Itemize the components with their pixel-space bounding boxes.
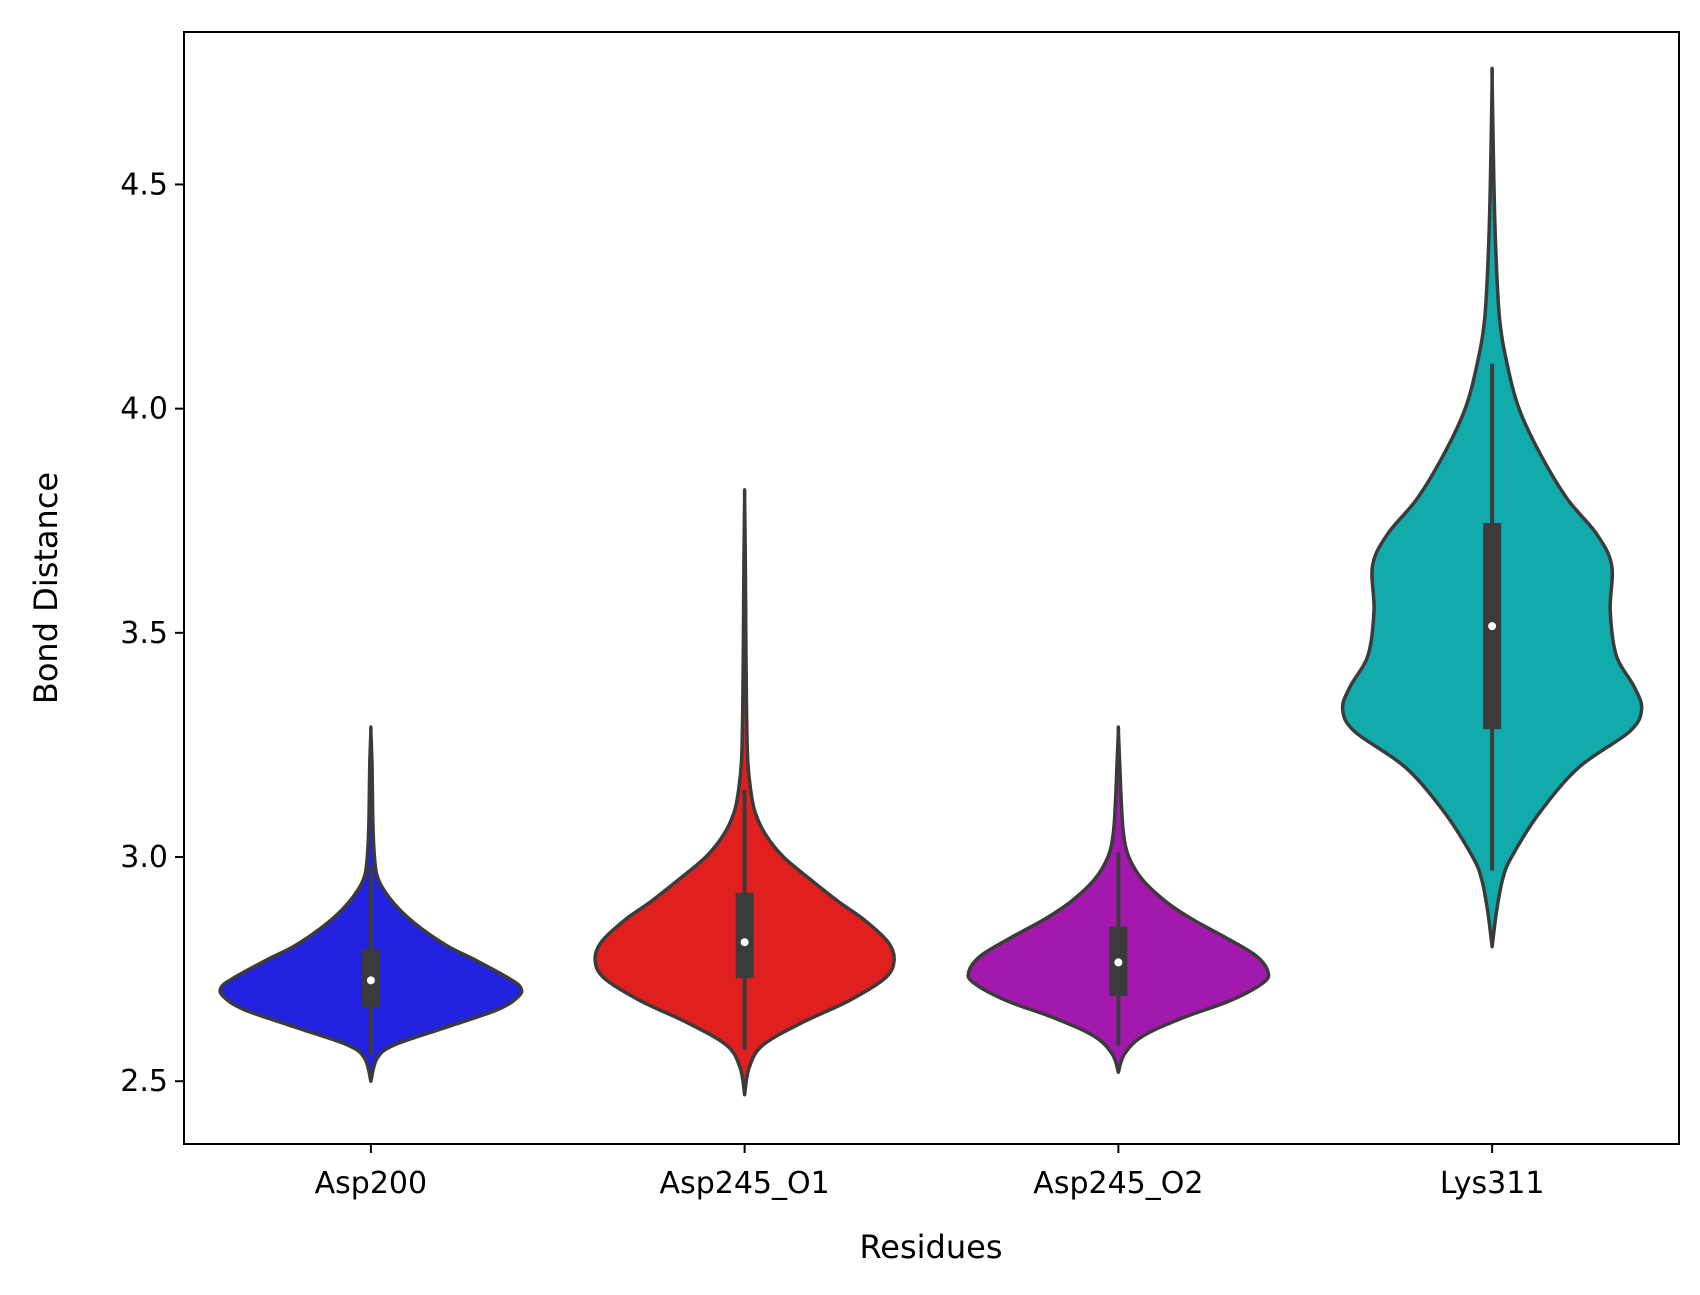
violin-median-point — [1488, 622, 1497, 631]
violin-median-point — [740, 938, 749, 947]
x-tick-label: Asp200 — [315, 1166, 427, 1201]
violins-layer — [218, 66, 1644, 1097]
y-axis-label: Bond Distance — [27, 472, 65, 704]
y-tick-label: 3.5 — [120, 616, 168, 651]
violin-iqr-box — [735, 892, 754, 979]
violin-lys311 — [1340, 66, 1644, 949]
x-tick-label: Asp245_O2 — [1033, 1166, 1203, 1201]
y-tick-label: 2.5 — [120, 1064, 168, 1099]
y-tick-label: 4.0 — [120, 392, 168, 427]
y-tick-label: 4.5 — [120, 167, 168, 202]
y-tick-label: 3.0 — [120, 840, 168, 875]
x-axis-label: Residues — [860, 1228, 1003, 1266]
y-axis: 2.5 3.0 3.5 4.0 4.5 — [120, 167, 184, 1099]
plot-frame — [183, 31, 1680, 1145]
violin-asp200 — [218, 725, 524, 1083]
x-axis: Asp200 Asp245_O1 Asp245_O2 Lys311 — [315, 1144, 1545, 1201]
violin-asp245-o1 — [593, 488, 896, 1097]
violin-median-point — [366, 976, 375, 985]
violin-asp245-o2 — [966, 725, 1271, 1075]
violin-median-point — [1114, 958, 1123, 967]
x-tick-label: Lys311 — [1440, 1166, 1545, 1201]
x-tick-label: Asp245_O1 — [660, 1166, 830, 1201]
